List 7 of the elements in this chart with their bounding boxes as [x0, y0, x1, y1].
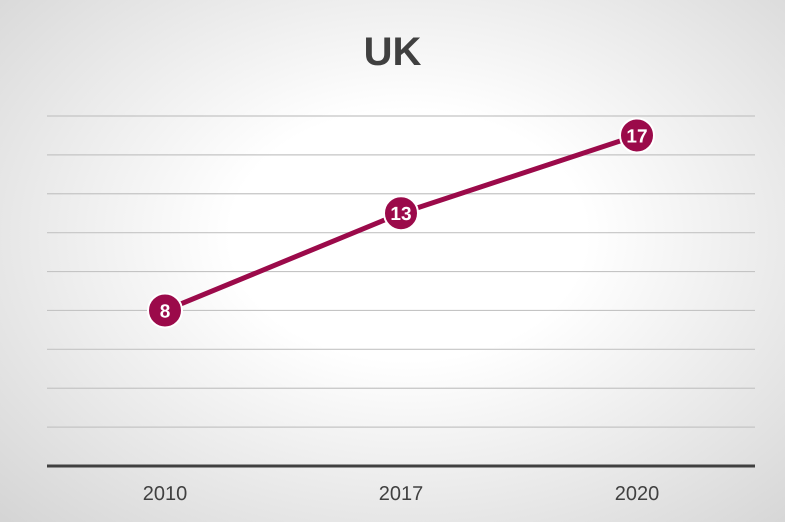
x-tick-label: 2010: [142, 483, 188, 506]
data-label: 13: [390, 204, 412, 226]
x-tick-label: 2020: [614, 483, 660, 506]
x-tick-label: 2017: [378, 483, 424, 506]
chart-title: UK: [362, 30, 422, 75]
data-label: 17: [626, 126, 648, 148]
data-label: 8: [160, 301, 170, 322]
